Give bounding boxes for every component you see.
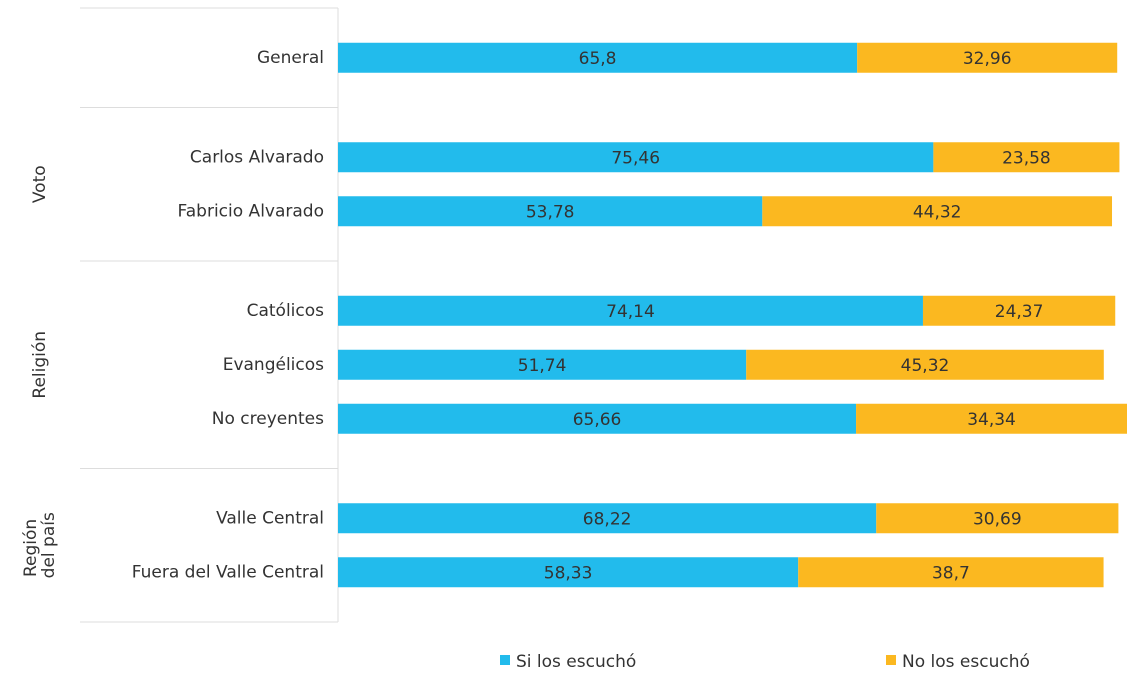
bar-segment [338,295,923,326]
category-label: Carlos Alvarado [190,147,324,167]
value-label: 34,34 [967,410,1016,430]
group-label: Voto [30,165,50,203]
category-label: No creyentes [212,409,324,429]
group-label: Región del país [21,512,59,578]
value-label: 32,96 [963,49,1012,69]
bar-segment [933,142,1120,173]
group-label-line: Región [21,513,41,577]
bar-segment [338,349,747,380]
bar-segment [338,557,799,588]
legend-label: Si los escuchó [516,652,636,672]
group-label: Religión [30,331,50,399]
bar-segment [338,196,763,227]
bar-segment [338,403,857,434]
value-label: 74,14 [606,302,655,322]
value-label: 38,7 [932,563,970,583]
legend-swatch [500,655,510,665]
value-label: 30,69 [973,509,1022,529]
value-label: 75,46 [611,148,660,168]
bar-segment [876,503,1119,534]
value-label: 23,58 [1002,148,1051,168]
value-label: 68,22 [583,509,632,529]
category-label: Fabricio Alvarado [178,201,324,221]
bar-segment [798,557,1104,588]
bar-segment [762,196,1113,227]
value-label: 45,32 [901,356,950,376]
category-label: General [257,48,324,68]
category-label: Católicos [247,301,325,321]
value-label: 51,74 [518,356,567,376]
value-label: 58,33 [544,563,593,583]
category-label: Evangélicos [223,355,324,375]
bar-segment [922,295,1116,326]
legend-label: No los escuchó [902,652,1030,672]
bar-segment [857,42,1118,73]
bar-segment [338,42,858,73]
bar-segment [856,403,1127,434]
legend-swatch [886,655,896,665]
value-label: 65,8 [579,49,617,69]
bar-segment [338,503,877,534]
bar-segment [746,349,1104,380]
value-label: 53,78 [526,202,575,222]
group-label-line: del país [39,512,59,578]
value-label: 65,66 [573,410,622,430]
bar-segment [338,142,934,173]
category-label: Fuera del Valle Central [132,562,324,582]
value-label: 44,32 [913,202,962,222]
value-label: 24,37 [995,302,1044,322]
category-label: Valle Central [216,508,324,528]
